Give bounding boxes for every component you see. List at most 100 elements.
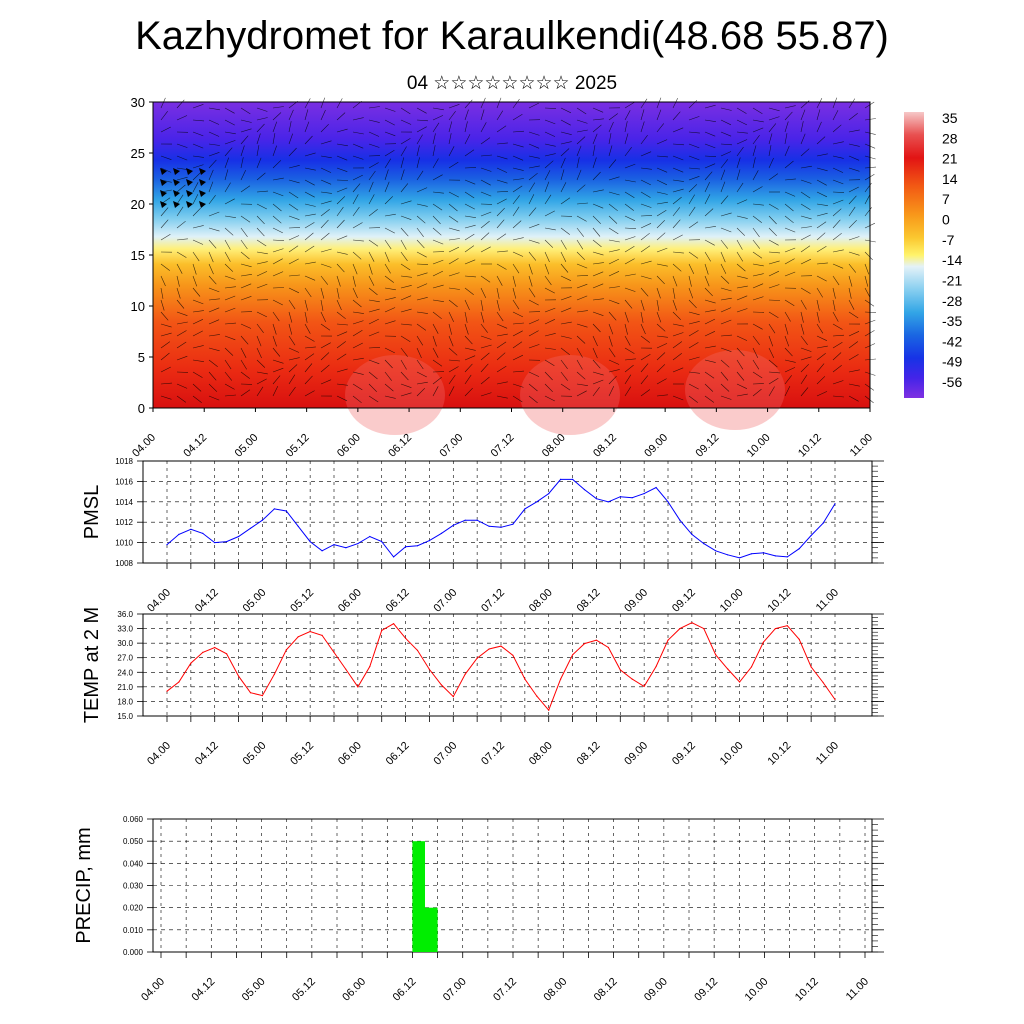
wind-barb (224, 263, 234, 272)
wind-barb (224, 251, 231, 262)
wind-barb (320, 123, 329, 133)
wind-barb (672, 287, 676, 299)
wind-barb (400, 359, 407, 370)
wind-barb (528, 383, 538, 392)
wind-barb (464, 134, 471, 145)
wind-barb (768, 299, 781, 301)
wind-barb (208, 307, 220, 313)
wind-barb (400, 371, 409, 381)
wind-barb (768, 107, 780, 112)
wind-barb (368, 318, 379, 325)
wind-barb (688, 356, 700, 361)
wind-barb (448, 238, 460, 241)
wind-barb (384, 158, 392, 169)
wind-barb (688, 167, 701, 170)
wind-barb (640, 363, 649, 373)
wind-barb (576, 145, 582, 157)
wind-barb (368, 194, 375, 205)
wind-barb (624, 227, 637, 229)
wind-barb (432, 145, 436, 157)
wind-barb (256, 371, 268, 375)
wind-barb (736, 182, 744, 193)
wind-barb (624, 147, 632, 157)
wind-barb (176, 330, 187, 337)
wind-barb (304, 191, 315, 198)
wind-barb (368, 251, 375, 262)
temp-point (488, 648, 490, 650)
temp-y-tick-label: 27.0 (117, 654, 133, 663)
wind-barb (432, 107, 444, 111)
wind-barb (816, 311, 820, 323)
pmsl-point (762, 552, 765, 554)
wind-barb (608, 159, 617, 169)
wind-barb (560, 263, 569, 273)
wind-barb (720, 107, 732, 111)
wind-barb (384, 275, 394, 283)
wind-barb (352, 263, 358, 275)
wind-barb (752, 135, 760, 145)
wind-barb (496, 381, 508, 385)
wind-barb (464, 387, 473, 397)
colorbar-label: -42 (942, 333, 962, 349)
wind-barb (512, 383, 524, 388)
wind-barb (416, 272, 428, 277)
heatmap-y-tick-label: 5 (138, 350, 145, 365)
wind-barb (336, 383, 348, 386)
wind-barb (784, 121, 789, 133)
wind-barb (848, 275, 853, 287)
wind-barb (688, 263, 695, 275)
temp-point (416, 649, 419, 652)
wind-barb (720, 195, 729, 205)
wind-barb (288, 386, 296, 397)
wind-barb (448, 191, 459, 198)
wind-barb (576, 251, 586, 261)
wind-barb (176, 383, 188, 389)
wind-barb (848, 311, 859, 319)
pmsl-point (428, 540, 430, 542)
precip-x-tick-label: 05.12 (290, 976, 318, 1004)
pmsl-point (548, 493, 550, 495)
wind-barb (304, 275, 316, 281)
pmsl-point (715, 550, 717, 552)
pmsl-point (810, 534, 812, 537)
pmsl-point (583, 489, 586, 491)
wind-barb (576, 215, 587, 222)
wind-barb (208, 319, 220, 325)
wind-barb (272, 367, 284, 373)
wind-barb (752, 296, 764, 301)
wind-barb (320, 109, 326, 121)
wind-flag (199, 168, 206, 175)
wind-barb (816, 275, 827, 282)
wind-barb (752, 119, 764, 123)
wind-barb (432, 377, 442, 385)
wind-barb (656, 155, 669, 158)
wind-barb (608, 133, 612, 145)
wind-barb (512, 322, 525, 325)
temp-point (333, 651, 335, 654)
pmsl-x-tick-label: 05.00 (241, 587, 269, 615)
wind-barb (208, 395, 220, 401)
wind-barb (160, 234, 171, 241)
wind-barb (192, 287, 201, 297)
wind-barb (560, 307, 572, 313)
wind-barb (752, 239, 761, 249)
wind-barb (480, 97, 486, 109)
heatmap-x-tick-label: 07.12 (489, 432, 517, 460)
wind-barb (656, 364, 666, 373)
wind-flag (173, 201, 180, 208)
temp-frame (142, 613, 873, 717)
wind-barb (592, 118, 604, 121)
temp-point (619, 669, 621, 671)
wind-barb (160, 299, 165, 311)
wind-barb (576, 323, 588, 328)
wind-barb (224, 275, 236, 280)
heatmap-y-tick-label: 15 (131, 248, 145, 263)
wind-barb (448, 161, 459, 169)
wind-barb (176, 184, 186, 193)
wind-barb (192, 104, 204, 109)
temp-point (202, 651, 204, 654)
pmsl-y-tick-label: 1018 (115, 457, 133, 466)
wind-barb (352, 330, 363, 337)
wind-barb (608, 121, 614, 133)
wind-barb (368, 162, 379, 169)
